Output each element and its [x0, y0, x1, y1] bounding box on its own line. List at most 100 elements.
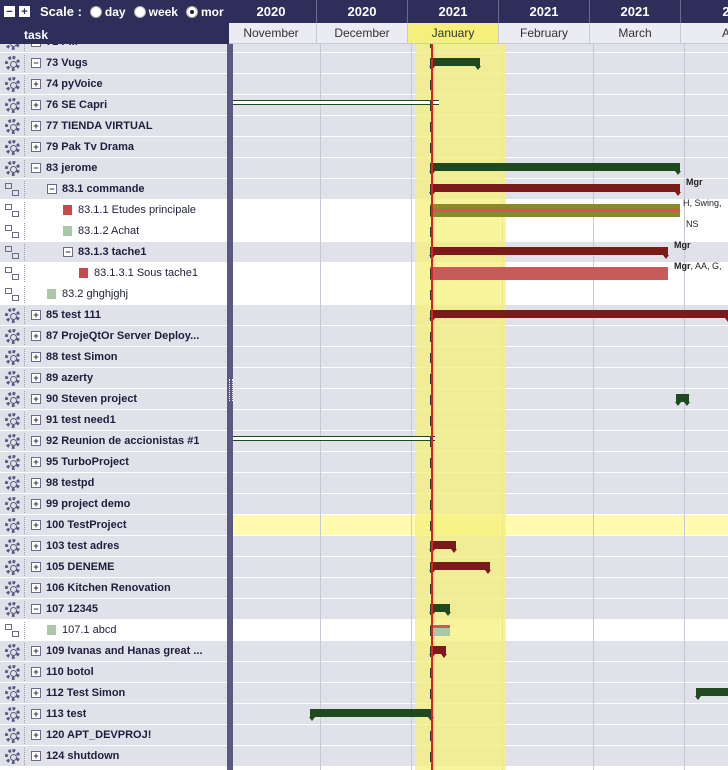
expand-icon[interactable]: + — [31, 79, 41, 89]
task-row[interactable]: 83.1.3.1 Sous tache1 — [0, 263, 229, 284]
expand-icon[interactable]: + — [31, 121, 41, 131]
expand-icon[interactable]: + — [31, 709, 41, 719]
project-row[interactable]: +87 ProjeQtOr Server Deploy... — [0, 326, 229, 347]
project-bar[interactable] — [675, 394, 690, 406]
scale-option-day[interactable]: day — [89, 5, 126, 19]
collapse-icon[interactable]: − — [31, 58, 41, 68]
minus-square-icon[interactable]: − — [4, 6, 15, 18]
collapse-icon[interactable]: − — [47, 184, 57, 194]
project-row[interactable]: +113 test — [0, 704, 229, 725]
radio-day[interactable] — [89, 5, 102, 18]
tree-connector — [24, 432, 28, 450]
project-row[interactable]: − 71 PM — [0, 44, 229, 53]
project-bar[interactable] — [233, 100, 439, 105]
project-bar[interactable] — [429, 58, 481, 70]
project-row[interactable]: +76 SE Capri — [0, 95, 229, 116]
project-row[interactable]: +91 test need1 — [0, 410, 229, 431]
expand-icon[interactable]: + — [31, 100, 41, 110]
expand-icon[interactable]: + — [31, 730, 41, 740]
project-row[interactable]: +95 TurboProject — [0, 452, 229, 473]
scale-option-week[interactable]: week — [133, 5, 178, 19]
project-row[interactable]: +89 azerty — [0, 368, 229, 389]
month-divider — [684, 44, 685, 770]
collapse-icon[interactable]: − — [31, 604, 41, 614]
project-row[interactable]: +77 TIENDA VIRTUAL — [0, 116, 229, 137]
project-row[interactable]: +79 Pak Tv Drama — [0, 137, 229, 158]
activity-bar[interactable] — [429, 247, 669, 259]
task-row[interactable]: 83.2 ghghjghj — [0, 284, 229, 305]
expand-icon[interactable]: + — [31, 352, 41, 362]
project-row[interactable]: +109 Ivanas and Hanas great ... — [0, 641, 229, 662]
expand-icon[interactable]: + — [31, 499, 41, 509]
expand-icon[interactable]: + — [31, 436, 41, 446]
project-row[interactable]: +124 shutdown — [0, 746, 229, 767]
radio-week[interactable] — [133, 5, 146, 18]
expand-icon[interactable]: + — [31, 415, 41, 425]
project-row[interactable]: +106 Kitchen Renovation — [0, 578, 229, 599]
expand-icon[interactable]: + — [31, 520, 41, 530]
activity-bar[interactable] — [429, 562, 491, 574]
radio-month[interactable] — [185, 5, 198, 18]
project-row[interactable]: +92 Reunion de accionistas #1 — [0, 431, 229, 452]
project-row[interactable]: −73 Vugs — [0, 53, 229, 74]
project-row[interactable]: +100 TestProject — [0, 515, 229, 536]
activity-bar[interactable] — [429, 310, 728, 322]
task-row[interactable]: 83.1.2 Achat — [0, 221, 229, 242]
expand-icon[interactable]: + — [31, 751, 41, 761]
project-row[interactable]: +74 pyVoice — [0, 74, 229, 95]
tree-connector — [24, 411, 28, 429]
project-row[interactable]: +99 project demo — [0, 494, 229, 515]
expand-icon[interactable]: + — [31, 142, 41, 152]
scale-option-month[interactable]: mor — [185, 5, 224, 19]
project-bar[interactable] — [695, 688, 728, 700]
collapse-icon[interactable]: − — [31, 163, 41, 173]
activity-bar[interactable] — [429, 184, 681, 196]
project-row[interactable]: +85 test 111 — [0, 305, 229, 326]
activity-row[interactable]: −83.1 commande — [0, 179, 229, 200]
task-label: 95 TurboProject — [46, 456, 129, 468]
task-row[interactable]: 83.1.1 Etudes principale — [0, 200, 229, 221]
collapse-icon[interactable]: − — [63, 247, 73, 257]
expand-icon[interactable]: + — [31, 478, 41, 488]
project-row[interactable]: +90 Steven project — [0, 389, 229, 410]
activity-bar[interactable] — [429, 541, 457, 553]
task-bar[interactable] — [430, 625, 450, 636]
expand-icon[interactable]: + — [31, 310, 41, 320]
expand-icon[interactable]: + — [31, 394, 41, 404]
gear-icon — [0, 494, 24, 515]
pane-splitter[interactable] — [227, 44, 233, 770]
project-bar[interactable] — [309, 709, 434, 721]
expand-icon[interactable]: + — [31, 688, 41, 698]
expand-icon[interactable]: + — [31, 667, 41, 677]
expand-icon[interactable]: + — [31, 457, 41, 467]
task-bar[interactable] — [430, 267, 668, 280]
task-label: 91 test need1 — [46, 414, 116, 426]
task-row[interactable]: 107.1 abcd — [0, 620, 229, 641]
project-bar[interactable] — [429, 163, 681, 175]
project-row[interactable]: +112 Test Simon — [0, 683, 229, 704]
project-row[interactable]: +120 APT_DEVPROJ! — [0, 725, 229, 746]
project-bar[interactable] — [233, 436, 435, 441]
collapse-icon[interactable]: − — [31, 44, 41, 47]
expand-icon[interactable]: + — [31, 583, 41, 593]
plus-square-icon[interactable]: + — [19, 6, 30, 18]
project-row[interactable]: +88 test Simon — [0, 347, 229, 368]
tree-connector — [24, 495, 28, 513]
project-row[interactable]: −107 12345 — [0, 599, 229, 620]
expand-icon[interactable]: + — [31, 373, 41, 383]
project-bar[interactable] — [429, 604, 451, 616]
project-row[interactable]: −83 jerome — [0, 158, 229, 179]
activity-row[interactable]: −83.1.3 tache1 — [0, 242, 229, 263]
project-row[interactable]: +103 test adres — [0, 536, 229, 557]
month-header: NovemberDecemberJanuaryFebruaryMarchA — [229, 23, 728, 44]
tree-connector — [24, 96, 28, 114]
expand-icon[interactable]: + — [31, 331, 41, 341]
expand-icon[interactable]: + — [31, 646, 41, 656]
task-column-header[interactable]: task — [0, 23, 229, 44]
gear-icon — [0, 410, 24, 431]
expand-icon[interactable]: + — [31, 541, 41, 551]
project-row[interactable]: +98 testpd — [0, 473, 229, 494]
project-row[interactable]: +110 botol — [0, 662, 229, 683]
project-row[interactable]: +105 DENEME — [0, 557, 229, 578]
expand-icon[interactable]: + — [31, 562, 41, 572]
